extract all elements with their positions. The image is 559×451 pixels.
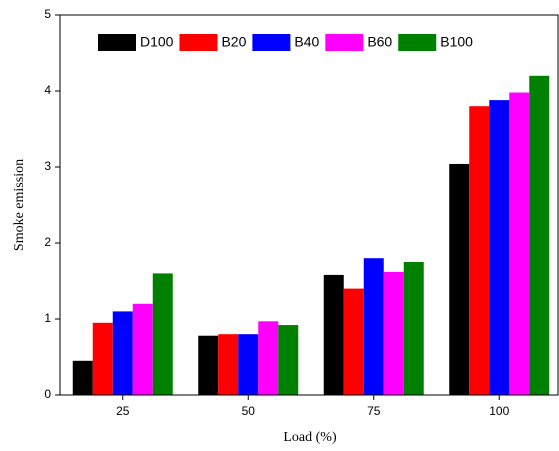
bar	[258, 321, 279, 395]
bar	[323, 274, 344, 395]
bar	[449, 163, 470, 395]
bar	[278, 325, 299, 395]
plot-frame	[59, 14, 559, 396]
legend-swatch	[98, 34, 136, 51]
y-tick-label: 0	[44, 387, 51, 401]
legend-label: B20	[221, 34, 246, 50]
legend-label: B40	[294, 34, 319, 50]
bar	[343, 288, 364, 395]
bar	[218, 334, 239, 395]
y-tick-label: 1	[44, 311, 51, 325]
legend-label: B100	[440, 34, 473, 50]
bar	[529, 75, 550, 396]
x-tick-label: 75	[367, 404, 381, 418]
bar	[509, 92, 530, 396]
bar	[403, 262, 424, 395]
bar	[72, 360, 93, 395]
legend-swatch	[325, 34, 364, 51]
x-axis-label: Load (%)	[283, 430, 337, 445]
bar	[489, 100, 510, 396]
bar	[198, 335, 219, 395]
y-tick-label: 2	[44, 235, 51, 249]
bar	[152, 273, 173, 395]
x-tick-label: 25	[116, 404, 130, 418]
legend-label: B60	[367, 34, 392, 50]
y-axis-label: Smoke emission	[12, 159, 27, 251]
legend-label: D100	[140, 34, 174, 50]
bar	[132, 303, 153, 395]
x-tick-label: 50	[242, 404, 256, 418]
y-tick-label: 4	[44, 83, 51, 97]
legend-swatch	[252, 34, 291, 51]
legend-swatch	[398, 34, 437, 51]
bar	[92, 322, 113, 395]
legend-swatch	[179, 34, 218, 51]
bar	[112, 311, 133, 395]
y-tick-label: 3	[44, 159, 51, 173]
bar	[383, 271, 404, 395]
bar	[363, 258, 384, 395]
bar	[469, 106, 490, 395]
x-tick-label: 100	[489, 404, 509, 418]
y-tick-label: 5	[44, 7, 51, 21]
bar	[238, 334, 259, 395]
